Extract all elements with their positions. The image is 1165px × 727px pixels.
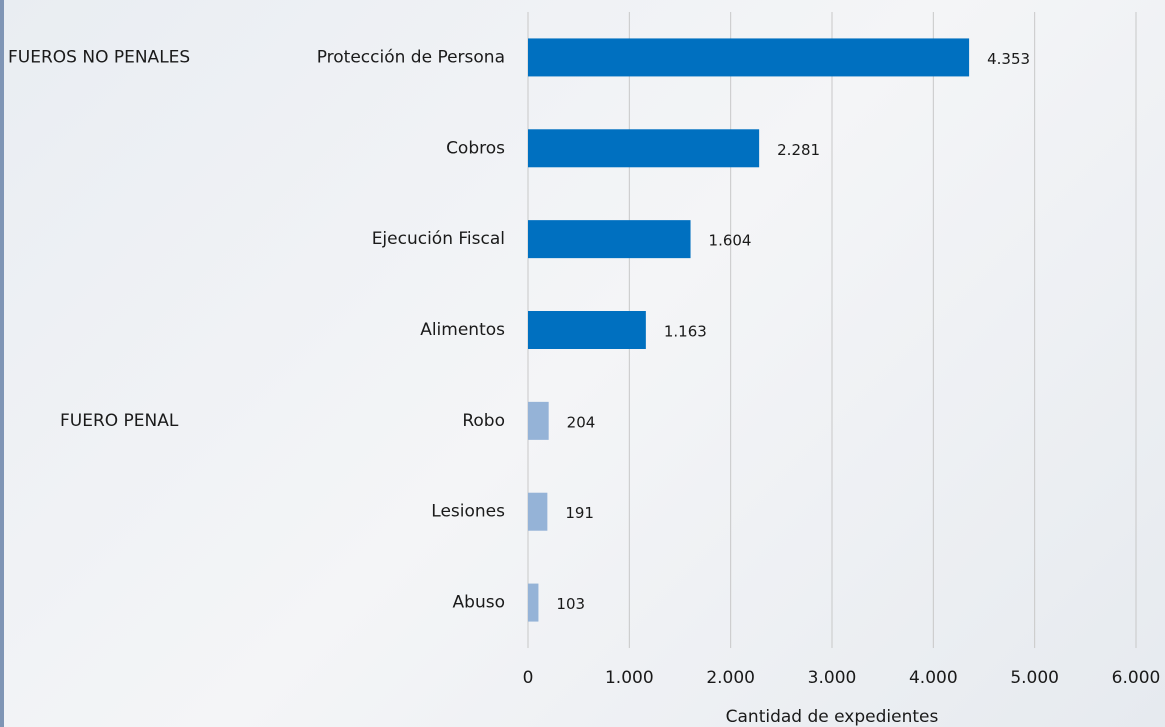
value-label: 1.163: [664, 323, 707, 341]
left-border: [0, 0, 4, 727]
value-label: 4.353: [987, 50, 1030, 68]
bar: [528, 492, 548, 531]
y-tick-label: Abuso: [453, 593, 505, 613]
y-tick-label: Lesiones: [431, 502, 505, 522]
group-label: FUERO PENAL: [60, 411, 179, 431]
x-tick-label: 5.000: [1010, 668, 1059, 688]
y-tick-label: Ejecución Fiscal: [372, 229, 505, 249]
bar: [528, 38, 970, 77]
group-label: FUEROS NO PENALES: [8, 47, 190, 67]
x-tick-label: 4.000: [909, 668, 958, 688]
bar: [528, 583, 539, 622]
x-axis-title: Cantidad de expedientes: [726, 707, 939, 727]
value-label: 1.604: [709, 232, 752, 250]
value-label: 103: [556, 595, 585, 613]
x-tick-label: 3.000: [808, 668, 857, 688]
y-tick-label: Protección de Persona: [317, 47, 505, 67]
x-tick-label: 0: [523, 668, 534, 688]
y-tick-label: Cobros: [446, 138, 505, 158]
bar: [528, 401, 549, 440]
x-tick-label: 6.000: [1112, 668, 1161, 688]
value-label: 2.281: [777, 141, 820, 159]
x-tick-label: 2.000: [706, 668, 755, 688]
y-tick-label: Alimentos: [420, 320, 505, 340]
bar: [528, 220, 691, 259]
bar: [528, 311, 646, 349]
x-tick-label: 1.000: [605, 668, 654, 688]
y-tick-label: Robo: [462, 411, 505, 431]
value-label: 191: [565, 504, 594, 522]
value-label: 204: [567, 413, 596, 431]
bar: [528, 129, 760, 168]
